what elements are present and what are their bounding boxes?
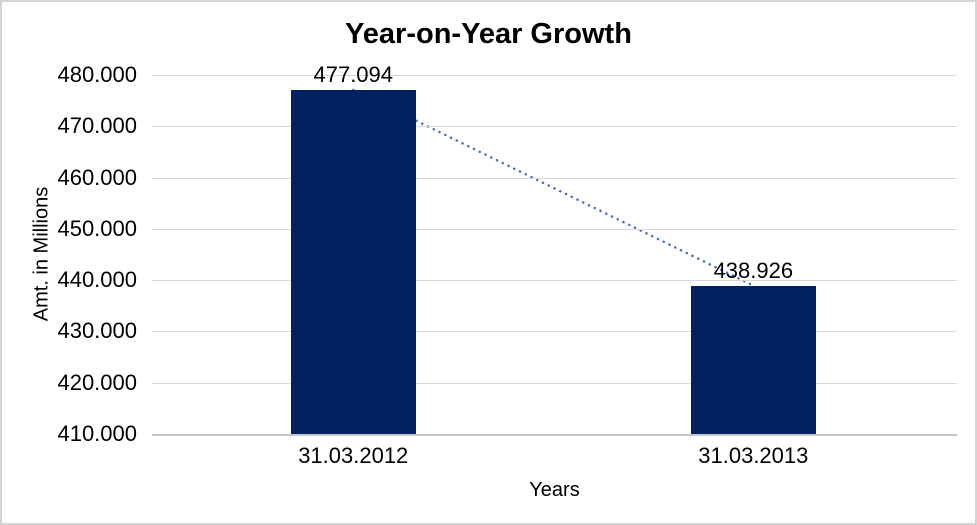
x-tick-label: 31.03.2012 — [298, 443, 409, 468]
bar-31.03.2012 — [290, 89, 416, 434]
y-tick-label: 460.000 — [57, 164, 137, 190]
y-tick-label: 470.000 — [57, 113, 137, 139]
gridline — [152, 331, 957, 333]
gridline — [152, 280, 957, 282]
gridline — [152, 382, 957, 384]
y-tick-label: 430.000 — [57, 318, 137, 344]
gridline — [152, 228, 957, 230]
y-tick-label: 420.000 — [57, 369, 137, 395]
y-tick-label: 480.000 — [57, 62, 137, 87]
chart-title: Year-on-Year Growth — [345, 18, 632, 50]
x-tick-label: 31.03.2013 — [698, 443, 809, 468]
trendline-layer — [352, 88, 755, 287]
y-axis-title: Amt. in Millions — [30, 186, 53, 322]
data-label: 477.094 — [313, 61, 394, 87]
gridline — [152, 126, 957, 128]
y-tick-label: 410.000 — [57, 421, 137, 446]
gridline — [152, 177, 957, 179]
gridline — [152, 75, 957, 76]
y-tick-label: 450.000 — [57, 215, 137, 241]
plot-area — [152, 75, 957, 436]
bar-31.03.2013 — [690, 285, 816, 434]
x-axis-title: Years — [529, 479, 580, 501]
y-tick-label: 440.000 — [57, 267, 137, 293]
data-label: 438.926 — [713, 257, 794, 283]
